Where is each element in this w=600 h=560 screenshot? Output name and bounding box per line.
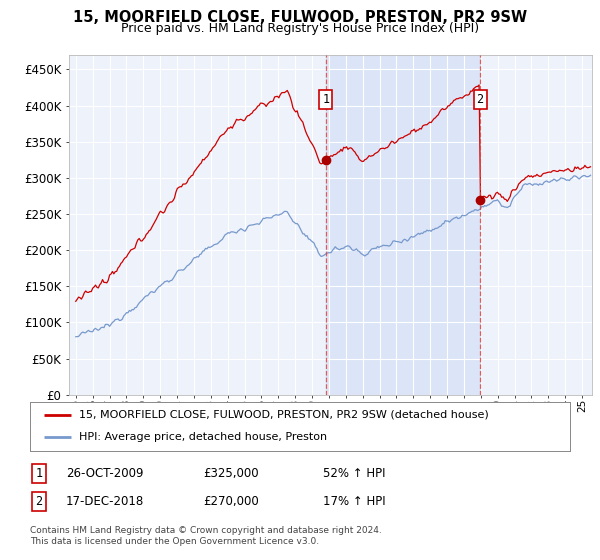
Bar (326, 55, 480, 395)
Text: 1: 1 (35, 466, 43, 480)
Text: 2: 2 (476, 93, 484, 106)
Text: Contains HM Land Registry data © Crown copyright and database right 2024.
This d: Contains HM Land Registry data © Crown c… (30, 526, 382, 546)
Text: 17-DEC-2018: 17-DEC-2018 (66, 494, 144, 508)
Text: 17% ↑ HPI: 17% ↑ HPI (323, 494, 385, 508)
Text: 52% ↑ HPI: 52% ↑ HPI (323, 466, 385, 480)
Text: 26-OCT-2009: 26-OCT-2009 (66, 466, 144, 480)
Text: £270,000: £270,000 (203, 494, 259, 508)
Text: 1: 1 (322, 93, 329, 106)
Text: Price paid vs. HM Land Registry's House Price Index (HPI): Price paid vs. HM Land Registry's House … (121, 22, 479, 35)
Text: HPI: Average price, detached house, Preston: HPI: Average price, detached house, Pres… (79, 432, 327, 442)
Text: £325,000: £325,000 (203, 466, 259, 480)
Text: 2: 2 (35, 494, 43, 508)
Text: 15, MOORFIELD CLOSE, FULWOOD, PRESTON, PR2 9SW: 15, MOORFIELD CLOSE, FULWOOD, PRESTON, P… (73, 10, 527, 25)
Text: 15, MOORFIELD CLOSE, FULWOOD, PRESTON, PR2 9SW (detached house): 15, MOORFIELD CLOSE, FULWOOD, PRESTON, P… (79, 410, 488, 420)
